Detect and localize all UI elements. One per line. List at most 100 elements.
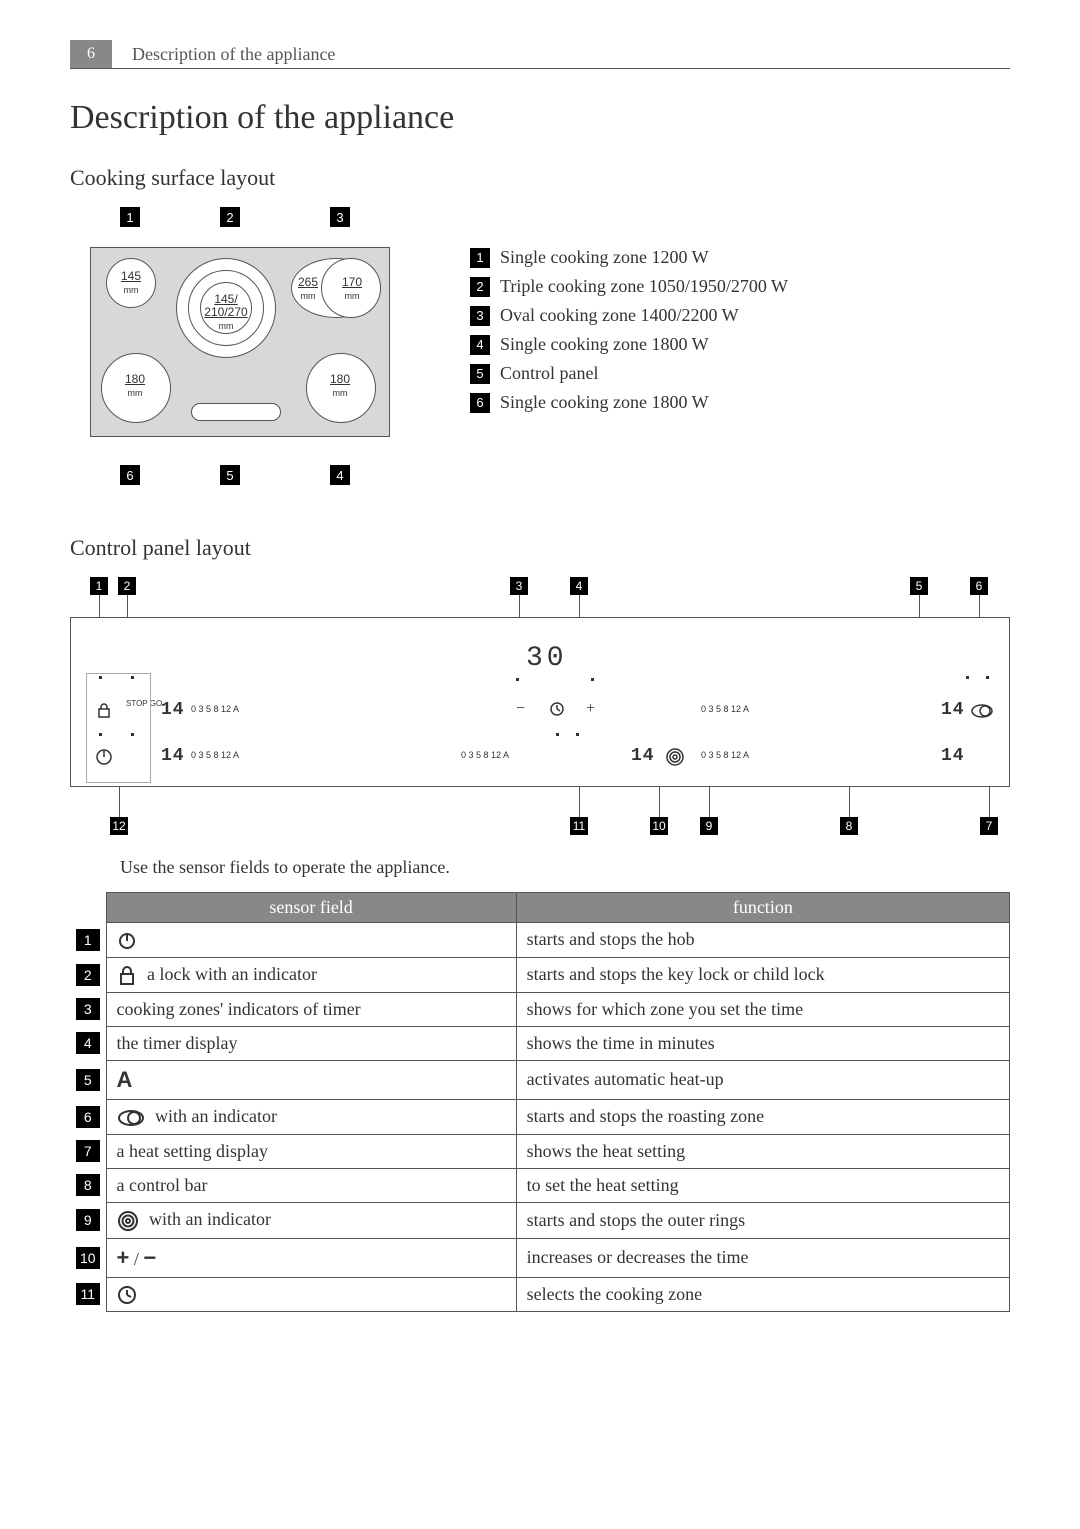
control-panel-box: STOP GO 14 0 3 5 8 12 A 14 0 3 5 8 12 A … (70, 617, 1010, 787)
heat-display: 14 (161, 700, 185, 720)
sensor-cell: a control bar (106, 1168, 516, 1202)
cooking-surface-section: 1 2 3 4 5 6 145mm 145/210/270mm 265mm (70, 207, 1010, 507)
sensor-table: sensor field function 1starts and stops … (70, 892, 1010, 1312)
sensor-cell: cooking zones' indicators of timer (106, 992, 516, 1026)
table-header-function: function (516, 893, 1009, 923)
row-number-cell: 3 (70, 992, 106, 1026)
indicator-dot (131, 733, 134, 736)
panel-callout: 2 (118, 577, 136, 595)
leader-line (849, 787, 850, 817)
diagram-callout: 6 (120, 465, 140, 485)
row-number-cell: 1 (70, 923, 106, 958)
sensor-cell: a lock with an indicator (106, 957, 516, 992)
function-cell: to set the heat setting (516, 1168, 1009, 1202)
zone-3a-label: 265mm (291, 276, 325, 302)
panel-callout: 10 (650, 817, 668, 835)
sensor-cell: with an indicator (106, 1099, 516, 1134)
row-number-cell: 4 (70, 1026, 106, 1060)
timer-indicator-dot (516, 678, 519, 681)
row-number-cell: 6 (70, 1099, 106, 1134)
row-number-cell: 7 (70, 1134, 106, 1168)
panel-callout: 4 (570, 577, 588, 595)
panel-callout: 12 (110, 817, 128, 835)
legend-item: 6Single cooking zone 1800 W (470, 392, 788, 413)
legend-item: 5Control panel (470, 363, 788, 384)
panel-callout: 6 (970, 577, 988, 595)
leader-line (579, 595, 580, 617)
function-cell: starts and stops the roasting zone (516, 1099, 1009, 1134)
table-row: 10+ / −increases or decreases the time (70, 1238, 1010, 1277)
indicator-dot (99, 733, 102, 736)
panel-callout: 9 (700, 817, 718, 835)
sensor-cell: with an indicator (106, 1202, 516, 1238)
indicator-dot (131, 676, 134, 679)
scale-bar: 0 3 5 8 12 A (701, 750, 749, 760)
panel-callout: 7 (980, 817, 998, 835)
page-header: 6 Description of the appliance (70, 40, 1010, 69)
leader-line (989, 787, 990, 817)
sensor-cell (106, 923, 516, 958)
function-cell: shows for which zone you set the time (516, 992, 1009, 1026)
table-row: 8a control barto set the heat setting (70, 1168, 1010, 1202)
heat-display: 14 (631, 746, 655, 766)
legend-item: 1Single cooking zone 1200 W (470, 247, 788, 268)
rings-icon (666, 748, 684, 766)
indicator-dot (576, 733, 579, 736)
panel-group-left (86, 673, 151, 783)
leader-line (119, 787, 120, 817)
function-cell: shows the time in minutes (516, 1026, 1009, 1060)
minus-icon: − (516, 700, 525, 718)
scale-bar: 0 3 5 8 12 A (191, 704, 239, 714)
table-row: 11selects the cooking zone (70, 1277, 1010, 1312)
function-cell: starts and stops the outer rings (516, 1202, 1009, 1238)
table-row: 1 starts and stops the hob (70, 923, 1010, 958)
function-cell: starts and stops the hob (516, 923, 1009, 958)
leader-line (519, 595, 520, 617)
diagram-callout: 2 (220, 207, 240, 227)
heat-display: 14 (941, 746, 965, 766)
leader-line (979, 595, 980, 617)
leader-line (659, 787, 660, 817)
oval-icon (971, 703, 993, 719)
zone-4-label: 180mm (318, 373, 362, 399)
panel-callout: 3 (510, 577, 528, 595)
diagram-callout: 4 (330, 465, 350, 485)
plus-icon: + (586, 700, 595, 718)
leader-line (99, 595, 100, 617)
table-row: 4the timer displayshows the time in minu… (70, 1026, 1010, 1060)
zone-6-label: 180mm (113, 373, 157, 399)
panel-callout: 1 (90, 577, 108, 595)
row-number-cell: 5 (70, 1060, 106, 1099)
panel-callout: 5 (910, 577, 928, 595)
sensor-cell: + / − (106, 1238, 516, 1277)
cooking-surface-heading: Cooking surface layout (70, 165, 1010, 191)
panel-callout: 11 (570, 817, 588, 835)
legend-item: 4Single cooking zone 1800 W (470, 334, 788, 355)
cooking-legend: 1Single cooking zone 1200 W 2Triple cook… (470, 207, 788, 507)
function-cell: selects the cooking zone (516, 1277, 1009, 1312)
control-panel-strip (191, 403, 281, 421)
page-title: Description of the appliance (70, 99, 1010, 137)
table-row: 2 a lock with an indicatorstarts and sto… (70, 957, 1010, 992)
heat-display: 14 (941, 700, 965, 720)
zone-2-label: 145/210/270mm (201, 293, 251, 333)
row-number-cell: 10 (70, 1238, 106, 1277)
page-number: 6 (70, 40, 112, 68)
scale-bar: 0 3 5 8 12 A (461, 750, 509, 760)
sensor-cell (106, 1277, 516, 1312)
cooktop-surface: 145mm 145/210/270mm 265mm 170mm 180mm (90, 247, 390, 437)
instruction-text: Use the sensor fields to operate the app… (120, 857, 1010, 878)
sensor-cell: the timer display (106, 1026, 516, 1060)
function-cell: activates automatic heat-up (516, 1060, 1009, 1099)
table-row: 9 with an indicatorstarts and stops the … (70, 1202, 1010, 1238)
diagram-callout: 5 (220, 465, 240, 485)
table-row: 3cooking zones' indicators of timershows… (70, 992, 1010, 1026)
function-cell: starts and stops the key lock or child l… (516, 957, 1009, 992)
function-cell: shows the heat setting (516, 1134, 1009, 1168)
leader-line (709, 787, 710, 817)
indicator-dot (986, 676, 989, 679)
clock-icon (549, 701, 565, 717)
legend-item: 3Oval cooking zone 1400/2200 W (470, 305, 788, 326)
table-row: 6 with an indicatorstarts and stops the … (70, 1099, 1010, 1134)
timer-indicator-dot (591, 678, 594, 681)
